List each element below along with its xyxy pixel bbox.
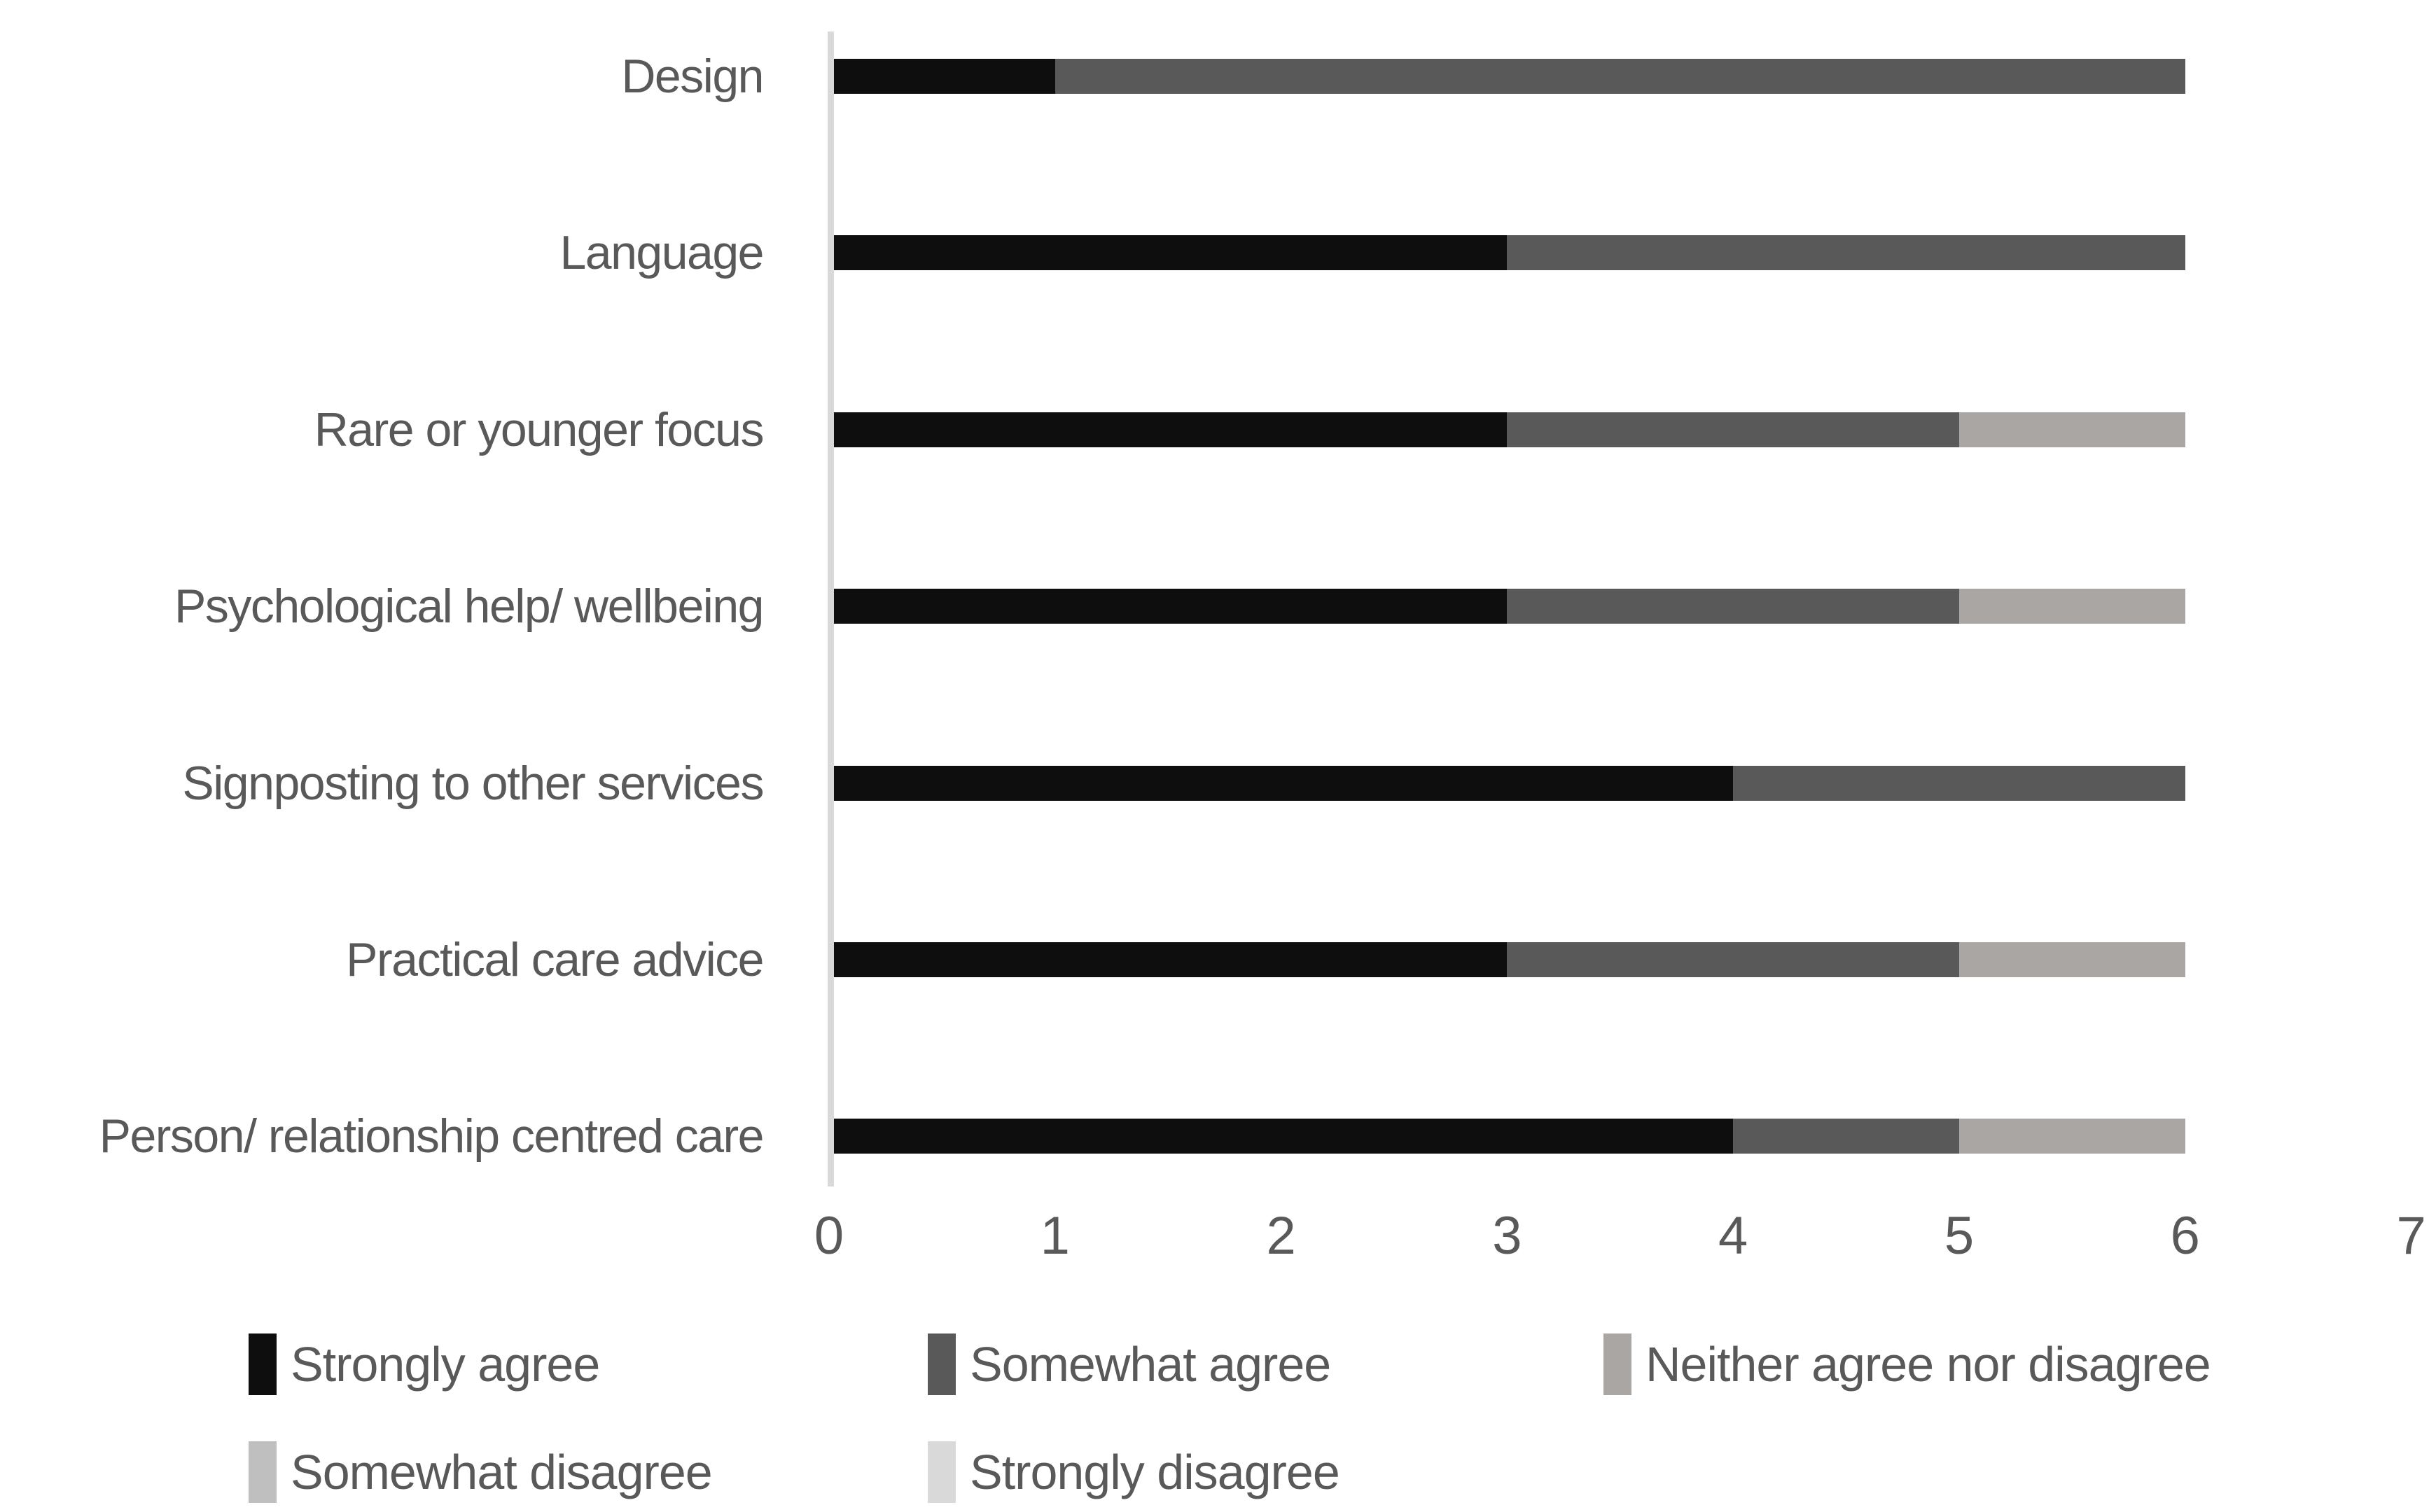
- y-axis-line: [828, 31, 834, 1186]
- bar-segment: [1958, 942, 2185, 977]
- legend-color-swatch: [928, 1441, 956, 1503]
- x-tick-label: 6: [2170, 1206, 2200, 1266]
- legend-item: Somewhat agree: [928, 1332, 1331, 1396]
- legend-color-swatch: [1603, 1334, 1631, 1395]
- legend-color-swatch: [249, 1334, 277, 1395]
- legend-label: Somewhat agree: [970, 1337, 1331, 1392]
- bar-segment: [1958, 589, 2185, 624]
- x-tick-label: 1: [1040, 1206, 1070, 1266]
- bar-segment: [829, 412, 1508, 447]
- category-label: Signposting to other services: [182, 757, 764, 810]
- bar-segment: [829, 589, 1508, 624]
- legend-label: Strongly disagree: [970, 1445, 1340, 1499]
- x-tick-label: 5: [1944, 1206, 1975, 1266]
- bar-row: [829, 942, 2185, 977]
- bar-segment: [1507, 589, 1959, 624]
- bar-segment: [829, 942, 1508, 977]
- category-label: Psychological help/ wellbeing: [174, 580, 765, 633]
- bar-row: [829, 1119, 2185, 1154]
- bar-row: [829, 412, 2185, 447]
- bar-segment: [829, 235, 1508, 270]
- bar-row: [829, 59, 2185, 94]
- legend-color-swatch: [249, 1441, 277, 1503]
- legend-item: Somewhat disagree: [249, 1440, 713, 1504]
- bar-row: [829, 235, 2185, 270]
- category-label: Rare or younger focus: [314, 403, 765, 456]
- legend-item: Strongly agree: [249, 1332, 600, 1396]
- legend-color-swatch: [928, 1334, 956, 1395]
- legend-label: Neither agree nor disagree: [1645, 1337, 2211, 1392]
- bar-row: [829, 766, 2185, 801]
- bar-segment: [829, 766, 1734, 801]
- x-tick-label: 0: [814, 1206, 844, 1266]
- bar-row: [829, 589, 2185, 624]
- category-label: Design: [621, 50, 764, 103]
- bar-segment: [1507, 235, 2185, 270]
- category-label: Language: [559, 226, 764, 279]
- legend-label: Somewhat disagree: [291, 1445, 713, 1499]
- bar-segment: [1507, 412, 1959, 447]
- legend-item: Neither agree nor disagree: [1603, 1332, 2211, 1396]
- legend-label: Strongly agree: [291, 1337, 600, 1392]
- x-tick-label: 7: [2396, 1206, 2426, 1266]
- bar-segment: [1958, 1119, 2185, 1154]
- x-tick-label: 4: [1718, 1206, 1748, 1266]
- bar-segment: [1958, 412, 2185, 447]
- bar-segment: [1507, 942, 1959, 977]
- bar-segment: [1733, 1119, 1959, 1154]
- bar-segment: [1055, 59, 2185, 94]
- bar-segment: [1733, 766, 2185, 801]
- x-tick-label: 2: [1266, 1206, 1296, 1266]
- x-tick-label: 3: [1492, 1206, 1522, 1266]
- bar-segment: [829, 1119, 1734, 1154]
- category-label: Person/ relationship centred care: [99, 1110, 765, 1163]
- bar-segment: [829, 59, 1055, 94]
- category-label: Practical care advice: [346, 933, 764, 986]
- legend-item: Strongly disagree: [928, 1440, 1340, 1504]
